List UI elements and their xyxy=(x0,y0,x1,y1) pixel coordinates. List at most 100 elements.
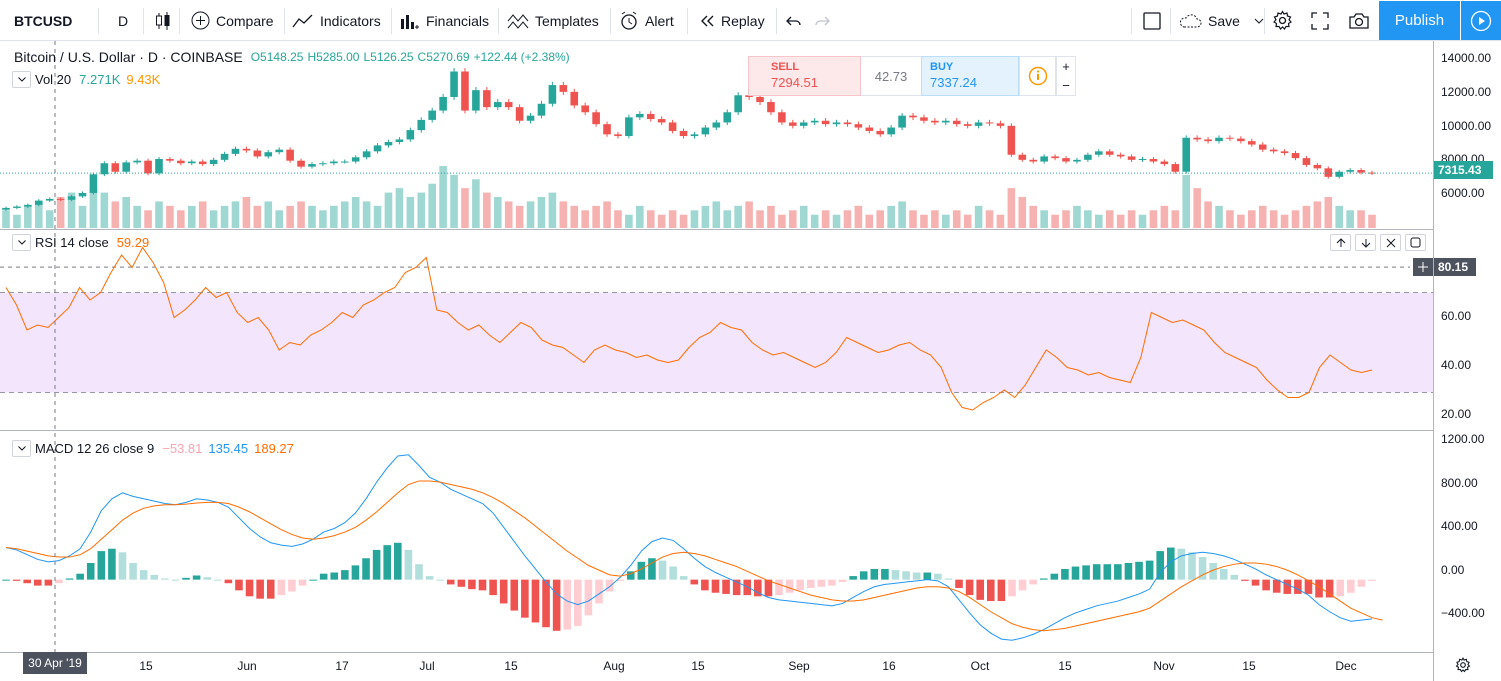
alarm-clock-icon xyxy=(621,11,637,30)
time-axis[interactable] xyxy=(0,652,1433,681)
candle-body xyxy=(297,160,305,167)
quantity-stepper[interactable]: + − xyxy=(1056,56,1076,96)
volume-bar xyxy=(756,210,764,228)
volume-bar xyxy=(810,214,819,228)
macd-histogram-bar xyxy=(372,549,381,580)
candle-body xyxy=(1007,125,1016,155)
redo-button[interactable] xyxy=(814,0,830,41)
collapse-button[interactable] xyxy=(12,71,31,88)
candle-body xyxy=(1258,144,1267,150)
increase-button[interactable]: + xyxy=(1062,59,1070,74)
stream-button[interactable] xyxy=(1461,1,1501,40)
candle-body xyxy=(1357,170,1365,173)
candle-body xyxy=(1084,154,1092,160)
candle-body xyxy=(242,148,251,151)
macd-histogram-bar xyxy=(404,549,413,580)
volume-bar xyxy=(395,188,404,228)
chart-settings-button[interactable] xyxy=(1455,657,1471,678)
macd-histogram-bar xyxy=(1114,564,1122,580)
chart-canvas[interactable] xyxy=(0,41,1433,652)
candle-body xyxy=(1324,168,1333,177)
volume-bar xyxy=(351,197,360,228)
macd-histogram-bar xyxy=(457,579,466,587)
rsi-legend[interactable]: RSI 14 close 59.29 xyxy=(12,234,153,251)
sell-button[interactable]: SELL 7294.51 xyxy=(748,56,861,96)
settings-button[interactable] xyxy=(1272,0,1293,41)
pane-divider[interactable] xyxy=(0,229,1501,230)
publish-button[interactable]: Publish xyxy=(1379,1,1460,40)
candle-body xyxy=(330,161,338,164)
volume-bar xyxy=(56,197,65,228)
candle-body xyxy=(942,120,950,123)
main-legend[interactable]: Bitcoin / U.S. Dollar · D · COINBASE O51… xyxy=(14,49,574,65)
macd-histogram-bar xyxy=(1135,561,1143,580)
volume-bar xyxy=(89,188,98,228)
financials-button[interactable]: Financials xyxy=(400,0,489,41)
volume-bar xyxy=(1215,205,1223,228)
compare-label: Compare xyxy=(216,12,274,29)
candle-body xyxy=(1127,156,1136,160)
replay-button[interactable]: Replay xyxy=(699,0,765,41)
templates-label: Templates xyxy=(535,12,599,29)
volume-bar xyxy=(636,205,644,228)
volume-bar xyxy=(198,201,207,228)
maximize-pane-button[interactable] xyxy=(1405,234,1426,251)
cloud-icon xyxy=(1179,13,1202,27)
chart-style-button[interactable] xyxy=(154,0,172,41)
macd-legend[interactable]: MACD 12 26 close 9 −53.81 135.45 189.27 xyxy=(12,440,298,457)
info-button[interactable] xyxy=(1019,56,1056,96)
time-tick: Dec xyxy=(1335,659,1357,673)
save-button[interactable]: Save xyxy=(1178,0,1264,41)
interval-button[interactable]: D xyxy=(118,0,128,41)
macd-histogram-bar xyxy=(161,578,169,580)
undo-button[interactable] xyxy=(786,0,802,41)
indicators-button[interactable]: Indicators xyxy=(292,0,381,41)
decrease-button[interactable]: − xyxy=(1062,78,1070,93)
volume-legend[interactable]: Vol 20 7.271K 9.43K xyxy=(12,71,164,88)
move-up-button[interactable] xyxy=(1330,234,1351,251)
macd-histogram-bar xyxy=(129,563,137,580)
macd-histogram-bar xyxy=(1050,573,1059,580)
candle-body xyxy=(461,71,469,111)
compare-button[interactable]: Compare xyxy=(191,0,274,41)
macd-histogram-bar xyxy=(1103,564,1112,580)
templates-button[interactable]: Templates xyxy=(507,0,599,41)
macd-histogram-bar xyxy=(341,570,349,580)
macd-histogram-bar xyxy=(1124,563,1133,580)
candle-body xyxy=(723,112,732,123)
chart-area[interactable]: 14000.00 12000.00 10000.00 8000.00 6000.… xyxy=(0,41,1501,681)
candle-body xyxy=(472,90,480,111)
price-axis[interactable] xyxy=(1433,41,1501,681)
candle-body xyxy=(920,117,928,121)
pane-divider[interactable] xyxy=(0,430,1501,431)
candle-body xyxy=(351,157,360,162)
candle-body xyxy=(559,85,568,92)
alert-button[interactable]: Alert xyxy=(619,0,674,41)
add-button[interactable] xyxy=(1413,258,1433,276)
volume-bar xyxy=(1138,214,1147,228)
save-label: Save xyxy=(1208,12,1240,29)
candle-body xyxy=(646,113,655,120)
candle-body xyxy=(1018,154,1027,160)
symbol-search[interactable]: BTCUSD xyxy=(14,0,72,41)
macd-histogram-bar xyxy=(425,576,434,580)
candle-body xyxy=(89,174,98,193)
volume-bar xyxy=(78,205,87,228)
candle-body xyxy=(832,122,841,125)
layout-button[interactable] xyxy=(1143,0,1161,41)
macd-histogram-bar xyxy=(97,551,106,580)
move-down-button[interactable] xyxy=(1355,234,1376,251)
snapshot-button[interactable] xyxy=(1348,0,1370,41)
collapse-button[interactable] xyxy=(12,440,31,457)
candle-body xyxy=(712,122,721,128)
buy-button[interactable]: BUY 7337.24 xyxy=(921,56,1019,96)
buy-price: 7337.24 xyxy=(930,75,977,90)
collapse-button[interactable] xyxy=(12,234,31,251)
volume-bar xyxy=(1237,214,1245,228)
candle-body xyxy=(111,163,120,172)
fullscreen-button[interactable] xyxy=(1311,0,1329,41)
toolbar-divider xyxy=(610,8,611,34)
macd-histogram-bar xyxy=(859,571,868,580)
signal-line xyxy=(5,480,1383,632)
close-pane-button[interactable] xyxy=(1380,234,1401,251)
